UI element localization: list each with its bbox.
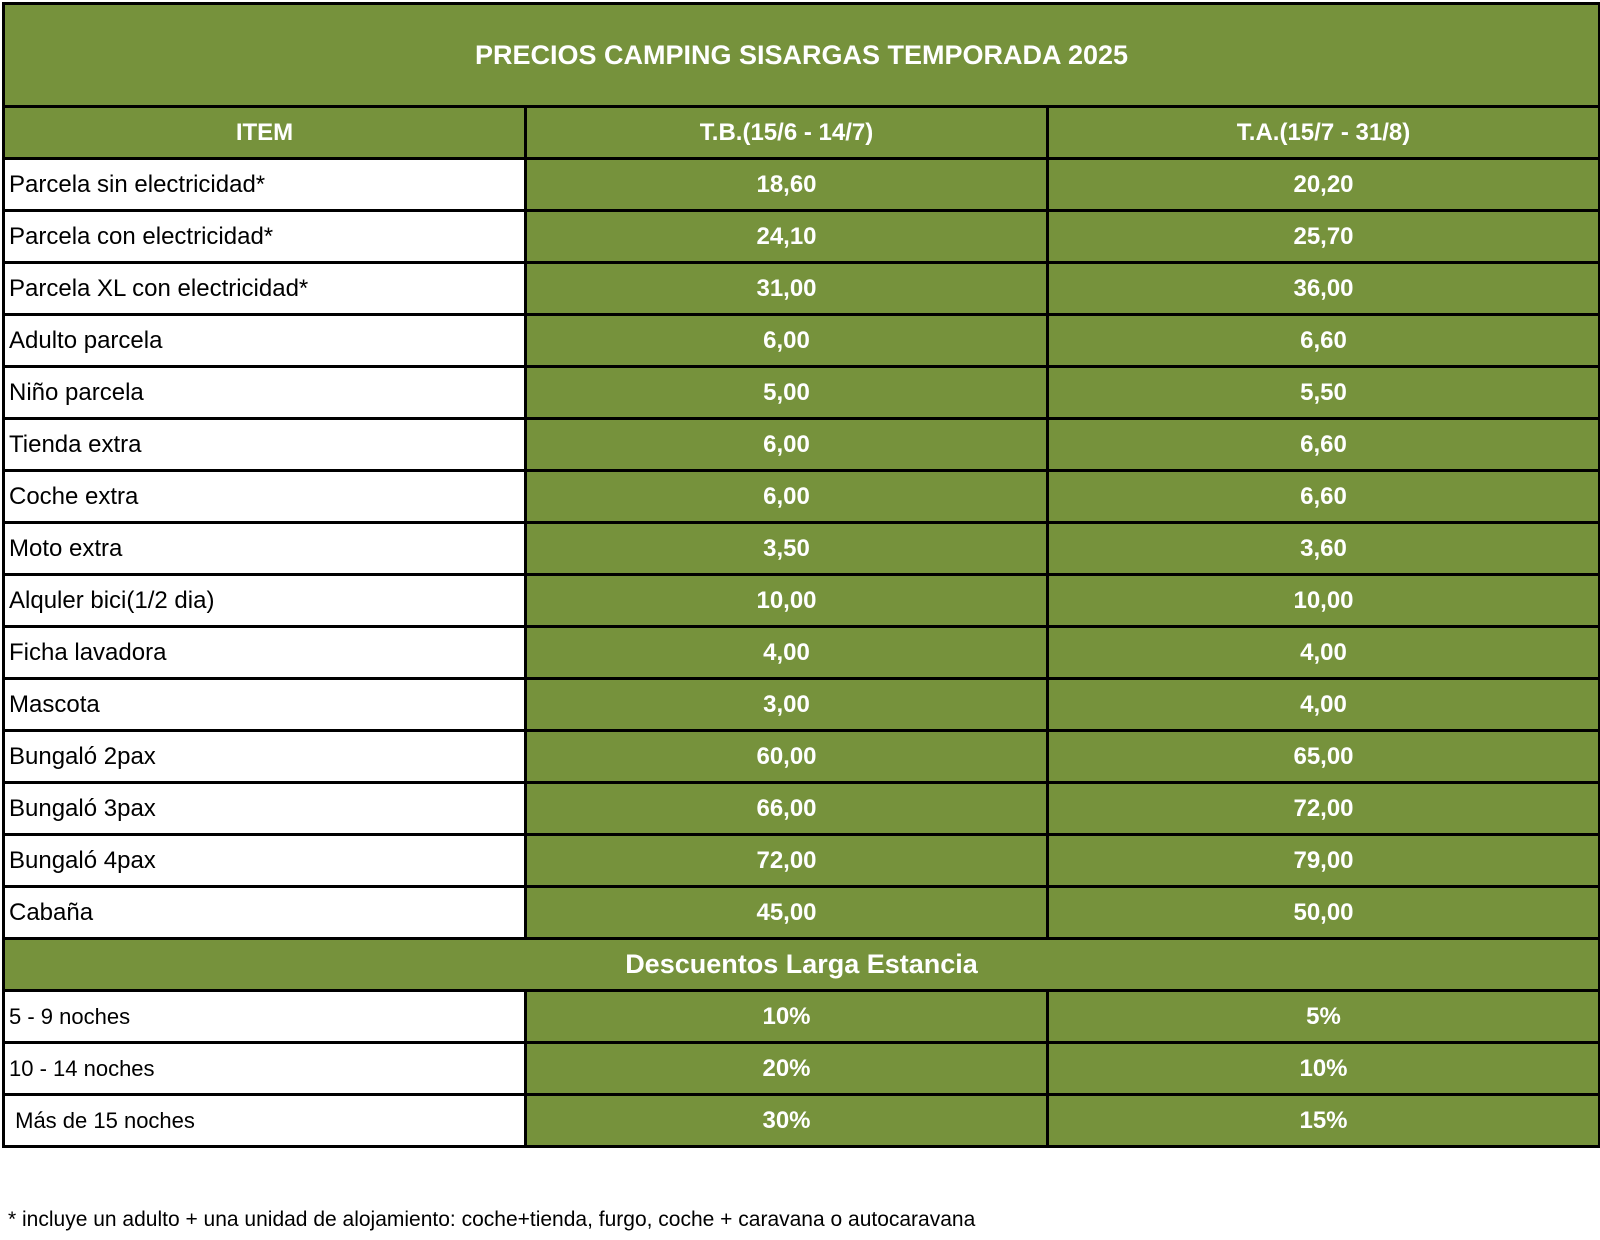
price-row: Tienda extra 6,00 6,60 xyxy=(2,417,1600,472)
price-row: Bungaló 3pax 66,00 72,00 xyxy=(2,781,1600,836)
price-row: Coche extra 6,00 6,60 xyxy=(2,469,1600,524)
discount-ta: 5% xyxy=(1045,989,1600,1044)
price-tb: 66,00 xyxy=(524,781,1049,836)
price-ta: 72,00 xyxy=(1045,781,1600,836)
price-row: Parcela sin electricidad* 18,60 20,20 xyxy=(2,157,1600,212)
item-name: Parcela con electricidad* xyxy=(2,209,527,264)
price-ta: 20,20 xyxy=(1045,157,1600,212)
discount-section-row: Descuentos Larga Estancia xyxy=(1,937,1600,992)
item-name: Coche extra xyxy=(2,469,527,524)
item-name: Moto extra xyxy=(2,521,527,576)
price-tb: 60,00 xyxy=(524,729,1049,784)
discount-ta: 15% xyxy=(1045,1093,1600,1148)
price-row: Parcela con electricidad* 24,10 25,70 xyxy=(2,209,1600,264)
item-name: Bungaló 2pax xyxy=(2,729,527,784)
discount-nights: Más de 15 noches xyxy=(2,1093,527,1148)
item-name: Parcela sin electricidad* xyxy=(2,157,527,212)
price-tb: 6,00 xyxy=(524,417,1049,472)
discount-ta: 10% xyxy=(1045,1041,1600,1096)
price-ta: 6,60 xyxy=(1045,313,1600,368)
price-row: Ficha lavadora 4,00 4,00 xyxy=(2,625,1600,680)
column-header-ta: T.A.(15/7 - 31/8) xyxy=(1045,105,1600,160)
price-tb: 10,00 xyxy=(524,573,1049,628)
price-row: Cabaña 45,00 50,00 xyxy=(2,885,1600,940)
price-ta: 5,50 xyxy=(1045,365,1600,420)
price-ta: 65,00 xyxy=(1045,729,1600,784)
price-ta: 79,00 xyxy=(1045,833,1600,888)
price-tb: 45,00 xyxy=(524,885,1049,940)
discount-row: Más de 15 noches 30% 15% xyxy=(2,1093,1600,1148)
discount-nights: 10 - 14 noches xyxy=(2,1041,527,1096)
item-name: Alquler bici(1/2 dia) xyxy=(2,573,527,628)
item-name: Bungaló 3pax xyxy=(2,781,527,836)
column-header-tb: T.B.(15/6 - 14/7) xyxy=(524,105,1049,160)
price-ta: 6,60 xyxy=(1045,469,1600,524)
price-row: Mascota 3,00 4,00 xyxy=(2,677,1600,732)
item-name: Parcela XL con electricidad* xyxy=(2,261,527,316)
item-name: Adulto parcela xyxy=(2,313,527,368)
column-header-item: ITEM xyxy=(2,105,527,160)
table-title: PRECIOS CAMPING SISARGAS TEMPORADA 2025 xyxy=(1,2,1600,108)
discount-row: 10 - 14 noches 20% 10% xyxy=(2,1041,1600,1096)
price-ta: 6,60 xyxy=(1045,417,1600,472)
price-tb: 6,00 xyxy=(524,469,1049,524)
price-tb: 18,60 xyxy=(524,157,1049,212)
discount-section-title: Descuentos Larga Estancia xyxy=(1,937,1600,992)
price-tb: 24,10 xyxy=(524,209,1049,264)
price-row: Bungaló 4pax 72,00 79,00 xyxy=(2,833,1600,888)
discount-row: 5 - 9 noches 10% 5% xyxy=(2,989,1600,1044)
price-ta: 10,00 xyxy=(1045,573,1600,628)
price-ta: 25,70 xyxy=(1045,209,1600,264)
price-ta: 36,00 xyxy=(1045,261,1600,316)
item-name: Niño parcela xyxy=(2,365,527,420)
discount-tb: 10% xyxy=(524,989,1049,1044)
price-ta: 50,00 xyxy=(1045,885,1600,940)
item-name: Cabaña xyxy=(2,885,527,940)
discount-nights: 5 - 9 noches xyxy=(2,989,527,1044)
item-name: Tienda extra xyxy=(2,417,527,472)
footnote: * incluye un adulto + una unidad de aloj… xyxy=(8,1208,976,1231)
item-name: Mascota xyxy=(2,677,527,732)
discount-tb: 20% xyxy=(524,1041,1049,1096)
price-tb: 5,00 xyxy=(524,365,1049,420)
price-table: PRECIOS CAMPING SISARGAS TEMPORADA 2025 … xyxy=(1,2,1600,1148)
price-row: Adulto parcela 6,00 6,60 xyxy=(2,313,1600,368)
price-tb: 6,00 xyxy=(524,313,1049,368)
price-row: Moto extra 3,50 3,60 xyxy=(2,521,1600,576)
header-row: ITEM T.B.(15/6 - 14/7) T.A.(15/7 - 31/8) xyxy=(2,105,1600,160)
discount-tb: 30% xyxy=(524,1093,1049,1148)
price-ta: 4,00 xyxy=(1045,677,1600,732)
price-row: Parcela XL con electricidad* 31,00 36,00 xyxy=(2,261,1600,316)
price-row: Niño parcela 5,00 5,50 xyxy=(2,365,1600,420)
price-tb: 3,00 xyxy=(524,677,1049,732)
price-ta: 3,60 xyxy=(1045,521,1600,576)
title-row: PRECIOS CAMPING SISARGAS TEMPORADA 2025 xyxy=(1,2,1600,108)
price-tb: 72,00 xyxy=(524,833,1049,888)
price-ta: 4,00 xyxy=(1045,625,1600,680)
price-tb: 3,50 xyxy=(524,521,1049,576)
price-row: Alquler bici(1/2 dia) 10,00 10,00 xyxy=(2,573,1600,628)
price-tb: 4,00 xyxy=(524,625,1049,680)
price-tb: 31,00 xyxy=(524,261,1049,316)
price-row: Bungaló 2pax 60,00 65,00 xyxy=(2,729,1600,784)
item-name: Ficha lavadora xyxy=(2,625,527,680)
item-name: Bungaló 4pax xyxy=(2,833,527,888)
